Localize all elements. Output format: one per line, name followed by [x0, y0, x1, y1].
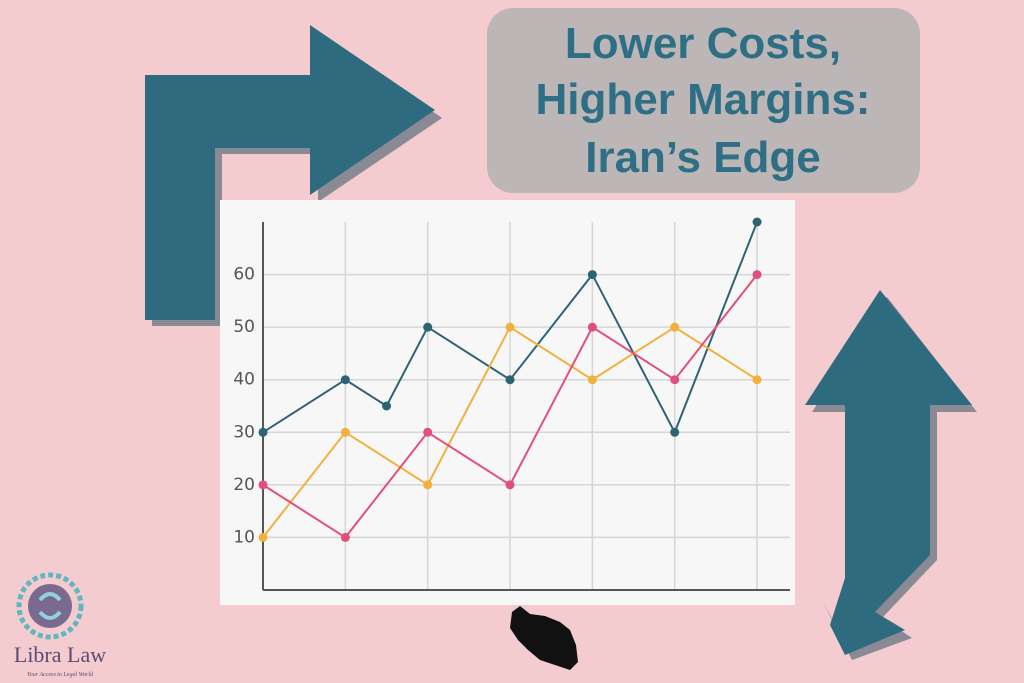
point	[587, 270, 597, 280]
logo-tagline: Your Access to Legal World	[27, 672, 94, 678]
point	[340, 532, 350, 542]
point	[505, 480, 515, 490]
point	[382, 401, 392, 411]
iran-map	[510, 606, 578, 670]
title-line: Iran’s Edge	[585, 133, 821, 182]
point	[670, 427, 680, 437]
point	[258, 532, 268, 542]
point	[587, 322, 597, 332]
point	[258, 427, 268, 437]
y-tick-label: 60	[233, 265, 255, 285]
title-line: Higher Margins:	[536, 75, 871, 124]
point	[587, 375, 597, 385]
paper	[220, 200, 795, 605]
logo-name: Libra Law	[14, 642, 106, 667]
point	[752, 270, 762, 280]
point	[340, 427, 350, 437]
chart: 10 20 30 40 50 60	[233, 217, 790, 591]
title-box	[487, 8, 920, 193]
point	[505, 322, 515, 332]
line	[262, 221, 758, 435]
point	[505, 375, 515, 385]
y-tick-label: 20	[233, 475, 255, 495]
title-line: Lower Costs,	[565, 19, 841, 68]
point	[670, 375, 680, 385]
logo-gear	[16, 572, 84, 640]
point	[423, 322, 433, 332]
point	[752, 217, 762, 227]
point	[670, 322, 680, 332]
point	[258, 480, 268, 490]
title: Lower Costs, Higher Margins: Iran’s Edge	[536, 19, 871, 182]
logo-symbol	[38, 592, 62, 620]
logo: Libra Law Your Access to Legal World	[14, 572, 106, 678]
point	[423, 427, 433, 437]
y-tick-label: 40	[233, 370, 255, 390]
arrow-right	[145, 25, 435, 320]
y-tick-label: 30	[233, 422, 255, 442]
y-tick-label: 50	[233, 317, 255, 337]
point	[752, 375, 762, 385]
logo-circle	[28, 584, 72, 628]
y-tick-label: 10	[233, 527, 255, 547]
point	[423, 480, 433, 490]
point	[340, 375, 350, 385]
arrow-up	[805, 290, 972, 655]
